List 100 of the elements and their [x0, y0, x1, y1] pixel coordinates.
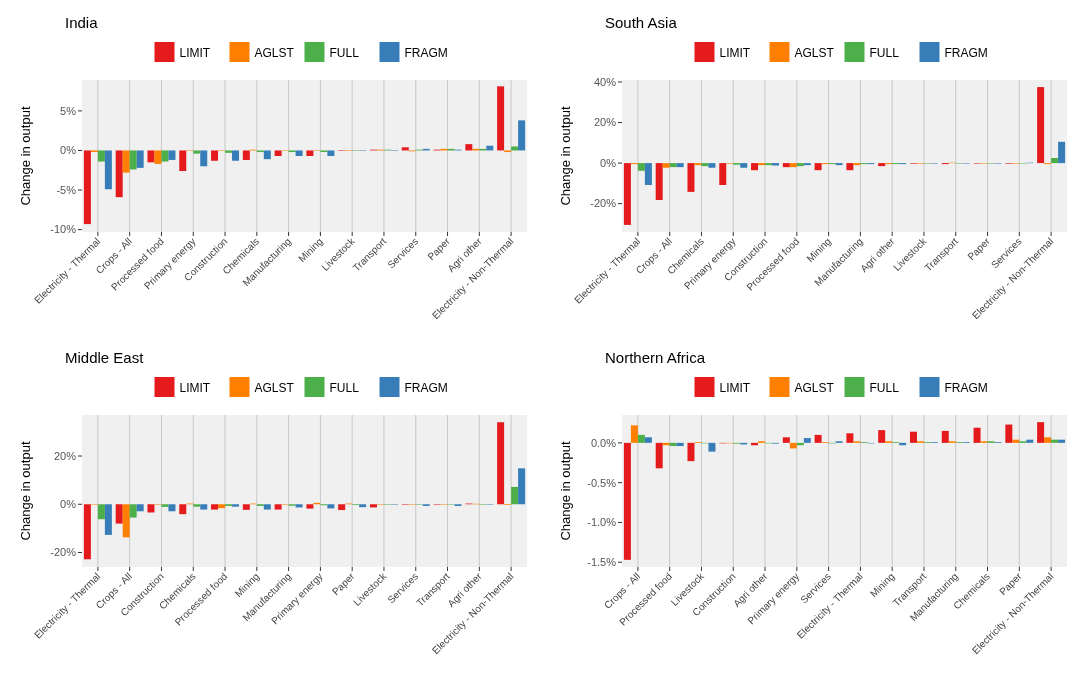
bar [122, 150, 130, 173]
bar [676, 442, 684, 447]
bar [637, 434, 645, 443]
bar [511, 486, 519, 505]
bar [1026, 439, 1034, 443]
y-tick-label: 20% [53, 449, 77, 462]
bar [211, 504, 219, 510]
legend-label: AGLST [254, 381, 295, 395]
bar [694, 163, 702, 166]
y-tick-label: 40% [593, 75, 617, 88]
bar [1058, 141, 1066, 164]
chart-title: Northern Africa [605, 349, 706, 366]
bar [765, 163, 773, 166]
bar [200, 504, 208, 510]
bar [758, 163, 766, 166]
y-axis-title: Change in output [558, 106, 573, 206]
bar [878, 430, 886, 443]
bar [1037, 422, 1045, 443]
bar [687, 442, 695, 462]
bar [1051, 439, 1059, 443]
y-axis-title: Change in output [558, 441, 573, 541]
bar [122, 504, 130, 538]
bar [803, 438, 811, 443]
bar [518, 120, 526, 151]
bar [129, 504, 137, 518]
y-tick-label: 0% [600, 156, 617, 169]
bar [814, 163, 822, 171]
bar [740, 163, 748, 168]
y-tick-label: 0% [60, 144, 77, 157]
bar [796, 163, 804, 167]
bar [497, 86, 505, 151]
bar [154, 150, 162, 164]
legend-label: FRAGM [944, 381, 988, 395]
bar [835, 163, 843, 166]
bar [1044, 437, 1052, 443]
bar [147, 150, 155, 163]
bar [168, 504, 176, 512]
bar [814, 434, 822, 443]
y-tick-label: 0.0% [590, 436, 617, 449]
bar [193, 150, 201, 154]
bar [83, 150, 91, 225]
y-axis-title: Change in output [18, 441, 33, 541]
bar [1051, 158, 1059, 164]
y-tick-label: 0% [60, 498, 77, 511]
bar [1012, 439, 1020, 443]
bar [669, 442, 677, 447]
bar [669, 163, 677, 168]
bar [518, 468, 526, 505]
bar [104, 504, 112, 535]
bar [263, 504, 271, 510]
bar [338, 504, 346, 511]
bar [782, 163, 790, 168]
bar [708, 163, 716, 168]
bar [242, 150, 250, 160]
legend-label: AGLST [794, 46, 835, 60]
bar [708, 442, 716, 452]
bar [274, 504, 282, 510]
bar [115, 504, 123, 524]
bar [846, 163, 854, 171]
bar [359, 504, 367, 508]
bar [327, 150, 335, 156]
y-tick-label: -10% [50, 223, 77, 236]
bar [242, 504, 250, 510]
legend-label: AGLST [794, 381, 835, 395]
legend-label: AGLST [254, 46, 295, 60]
legend-label: FRAGM [944, 46, 988, 60]
y-tick-label: -20% [50, 546, 77, 559]
legend-label: FULL [869, 46, 900, 60]
bar [751, 163, 759, 171]
bar [676, 163, 684, 168]
bar [218, 504, 226, 509]
bar [623, 442, 631, 560]
bar [232, 150, 240, 161]
bar [1058, 439, 1066, 443]
bar [973, 427, 981, 443]
legend-label: LIMIT [719, 46, 751, 60]
bar [662, 163, 670, 168]
legend-label: FULL [869, 381, 900, 395]
bar [644, 437, 652, 443]
bar [637, 163, 645, 171]
bar [909, 431, 917, 443]
bar [200, 150, 208, 167]
legend-label: LIMIT [179, 381, 211, 395]
bar [136, 504, 144, 512]
bar [97, 150, 105, 162]
bar [115, 150, 123, 198]
legend-label: LIMIT [719, 381, 751, 395]
bar [369, 504, 377, 508]
bar [655, 163, 663, 200]
bar [655, 442, 663, 469]
bar [719, 163, 727, 185]
bar [147, 504, 155, 513]
bar [211, 150, 219, 161]
bar [225, 150, 233, 153]
chart-title: India [65, 14, 99, 31]
bar [263, 150, 271, 160]
bar [274, 150, 282, 156]
bar [295, 150, 303, 156]
bar [846, 433, 854, 443]
chart-title: South Asia [605, 14, 678, 31]
